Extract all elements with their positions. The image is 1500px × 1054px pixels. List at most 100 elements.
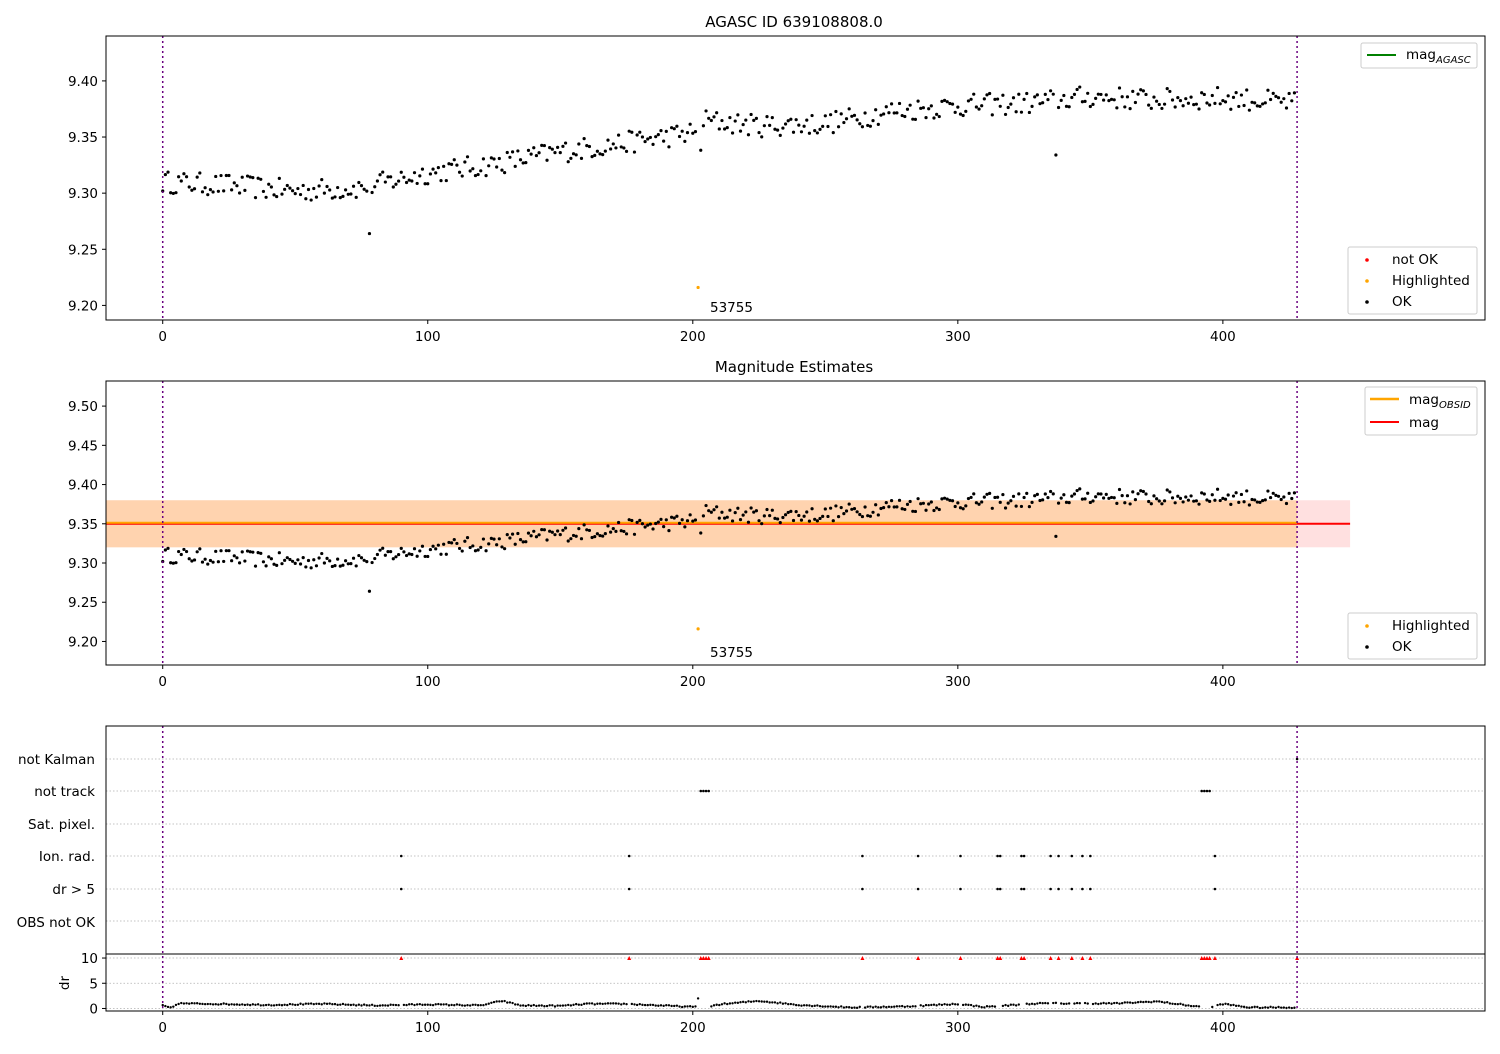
- magnitude-point: [224, 549, 228, 553]
- agasc-point: [468, 169, 472, 173]
- magnitude-xtick-label: 100: [415, 674, 441, 690]
- dr-point: [1232, 1003, 1235, 1007]
- agasc-point: [192, 187, 197, 191]
- magnitude-point: [460, 549, 464, 553]
- dr-point: [537, 1004, 541, 1007]
- magnitude-point: [746, 520, 751, 524]
- magnitude-point: [272, 562, 276, 566]
- dr-clipped-marker: [998, 956, 1003, 961]
- agasc-point: [651, 142, 655, 147]
- magnitude-point: [919, 502, 923, 506]
- magnitude-point: [569, 537, 573, 541]
- magnitude-point: [529, 534, 533, 538]
- agasc-point: [1059, 98, 1063, 102]
- magnitude-point: [1136, 492, 1140, 496]
- magnitude-point: [1046, 496, 1050, 500]
- dr-point: [320, 1003, 323, 1006]
- agasc-point: [1152, 95, 1156, 99]
- agasc-point: [524, 161, 528, 165]
- dr-point: [357, 1003, 361, 1006]
- dr-point: [1155, 1000, 1158, 1003]
- magnitude-point: [1253, 498, 1257, 502]
- dr-point: [853, 1006, 856, 1009]
- agasc-point: [1226, 94, 1230, 98]
- agasc-point: [288, 186, 292, 190]
- agasc-point: [603, 149, 607, 153]
- dr-point: [879, 1006, 883, 1009]
- magnitude-point: [1070, 494, 1074, 498]
- magnitude-point: [990, 506, 994, 510]
- dr-point: [1160, 1000, 1164, 1004]
- magnitude-point: [450, 541, 454, 545]
- magnitude-point: [1242, 500, 1246, 504]
- magnitude-ytick-label: 9.30: [68, 556, 98, 572]
- agasc-point: [256, 176, 260, 180]
- flag-label-dr-gt-5: dr > 5: [52, 882, 95, 898]
- agasc-point: [484, 173, 488, 178]
- agasc-point: [211, 190, 215, 194]
- agasc-point: [1237, 104, 1241, 109]
- agasc-point: [1210, 93, 1214, 98]
- agasc-point: [1181, 104, 1185, 108]
- magnitude-point: [887, 505, 891, 509]
- dr-point: [405, 1003, 408, 1007]
- dr-point: [1091, 1002, 1095, 1006]
- agasc-point: [1107, 98, 1111, 103]
- agasc-ytick-label: 9.35: [68, 130, 98, 146]
- agasc-point: [1109, 97, 1114, 101]
- agasc-point: [794, 118, 798, 122]
- flag-point: [1208, 789, 1211, 793]
- magnitude-point: [810, 507, 814, 511]
- dr-point: [1171, 1002, 1174, 1005]
- magnitude-point: [227, 549, 231, 553]
- agasc-point: [1056, 105, 1061, 110]
- agasc-point: [776, 128, 780, 132]
- magnitude-point: [1054, 534, 1058, 538]
- dr-point: [453, 1004, 456, 1007]
- agasc-point: [982, 97, 986, 101]
- agasc-point: [778, 133, 782, 137]
- agasc-point: [381, 170, 385, 174]
- magnitude-point: [791, 518, 796, 523]
- agasc-point: [1253, 101, 1257, 105]
- agasc-point: [1261, 102, 1265, 106]
- dr-point: [606, 1002, 610, 1005]
- agasc-panel-title: AGASC ID 639108808.0: [705, 13, 883, 31]
- dr-point: [675, 1004, 679, 1007]
- magnitude-point: [439, 552, 443, 556]
- magnitude-point: [1080, 497, 1085, 501]
- agasc-point: [609, 147, 613, 151]
- flag-point: [704, 789, 708, 793]
- dr-point: [476, 1004, 480, 1007]
- flag-point: [998, 887, 1002, 891]
- dr-point: [378, 1004, 382, 1007]
- agasc-xtick-label: 200: [680, 329, 706, 345]
- agasc-point: [222, 189, 226, 193]
- dr-point: [286, 1003, 289, 1007]
- magnitude-point: [174, 561, 178, 565]
- magnitude-point: [1234, 491, 1238, 495]
- agasc-point: [367, 231, 372, 236]
- dr-point: [309, 1002, 313, 1005]
- agasc-point: [619, 145, 623, 149]
- dr-point: [1025, 1002, 1028, 1005]
- flag-points: [399, 757, 1299, 891]
- dr-point: [585, 1002, 588, 1005]
- flag-point: [1089, 887, 1092, 891]
- magnitude-point: [436, 543, 440, 547]
- dr-point: [908, 1005, 912, 1008]
- agasc-point: [977, 107, 981, 111]
- agasc-point: [471, 167, 475, 171]
- magnitude-point: [375, 552, 380, 557]
- magnitude-point: [1030, 500, 1034, 504]
- magnitude-point: [532, 529, 536, 533]
- dr-point: [680, 1005, 684, 1009]
- magnitude-point: [1115, 501, 1119, 505]
- magnitude-point: [754, 509, 759, 513]
- magnitude-point: [974, 501, 978, 505]
- magnitude-point: [736, 506, 740, 510]
- agasc-point: [876, 122, 880, 126]
- agasc-point: [375, 179, 380, 183]
- dr-point: [665, 1004, 668, 1007]
- agasc-point: [280, 192, 284, 196]
